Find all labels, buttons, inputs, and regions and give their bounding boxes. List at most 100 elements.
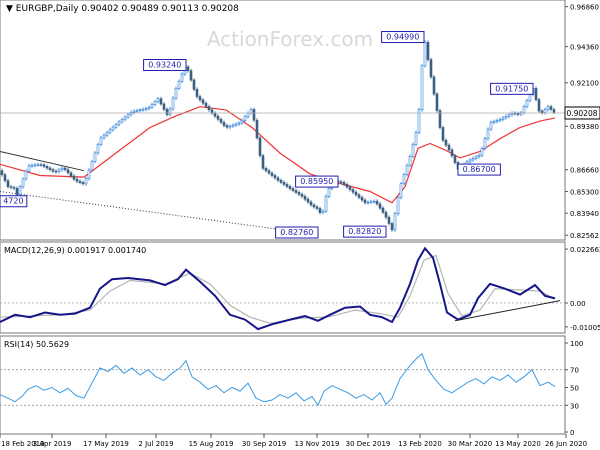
candle-body	[429, 59, 433, 78]
candle-body	[54, 170, 58, 173]
candle-body	[315, 206, 319, 209]
candle-body	[291, 188, 295, 191]
candle-body	[243, 116, 247, 121]
macd-y-axis: 0.022662 0.00 -0.010052	[564, 242, 600, 333]
candle-body	[492, 121, 496, 123]
candle-body	[405, 165, 409, 175]
candle-body	[57, 169, 61, 172]
candle-body	[39, 164, 43, 166]
rsi-header: RSI(14) 50.5629	[4, 340, 69, 349]
candle-body	[84, 178, 88, 185]
candle-body	[528, 94, 532, 101]
candle-body	[357, 194, 361, 198]
candle-body	[363, 199, 367, 203]
candle-body	[306, 198, 310, 203]
candle-body	[69, 172, 73, 177]
candle-body	[444, 140, 448, 146]
candle-body	[162, 103, 166, 110]
candle-body	[498, 119, 502, 121]
candle-body	[216, 115, 220, 120]
moving-average-line	[0, 106, 556, 204]
x-tick-label: 2 Jul 2019	[138, 440, 173, 448]
candle-body	[525, 100, 529, 107]
candle-body	[441, 127, 445, 141]
candle-body	[129, 112, 133, 116]
candle-body	[138, 109, 142, 112]
macd-main-path	[0, 246, 556, 331]
candle-body	[312, 204, 316, 208]
candle-body	[486, 128, 490, 140]
candle-body	[231, 124, 235, 127]
macd-panel: MACD(12,26,9) 0.001917 0.001740 0.022662…	[0, 241, 600, 334]
price-tick-label: 0.89380	[570, 123, 599, 131]
x-tick-label: 18 Feb 2019	[1, 440, 45, 448]
moving-average-path	[0, 106, 556, 204]
candle-body	[354, 191, 358, 196]
candle-body	[132, 110, 136, 113]
macd-signal-path	[0, 254, 556, 324]
candle-body	[375, 200, 379, 205]
rsi-path	[0, 352, 556, 407]
candle-body	[270, 172, 274, 176]
candle-body	[390, 223, 394, 231]
candle-body	[432, 76, 436, 95]
candle-body	[195, 89, 199, 97]
candle-body	[108, 129, 112, 133]
candle-body	[105, 132, 109, 136]
candle-body	[168, 108, 172, 115]
candle-body	[285, 184, 289, 187]
candle-body	[327, 188, 331, 197]
price-label-box	[0, 195, 28, 208]
candle-body	[66, 169, 70, 174]
candle-body	[102, 134, 106, 139]
rsi-tick-label: 70	[570, 367, 579, 375]
candle-body	[45, 166, 49, 169]
x-tick-label: 13 Nov 2019	[295, 440, 340, 448]
candle-body	[324, 196, 328, 212]
candle-body	[471, 158, 475, 161]
candle-body	[411, 144, 415, 157]
candle-body	[111, 126, 115, 131]
macd-tick-label: 0.00	[570, 300, 586, 308]
macd-tick-label: -0.010052	[570, 324, 600, 332]
candle-body	[387, 216, 391, 224]
candle-body	[468, 159, 472, 163]
price-tick-label: 0.96860	[570, 4, 599, 12]
candle-body	[81, 182, 85, 185]
candle-body	[237, 122, 241, 125]
ohlc-readout: 0.90402 0.90489 0.90113 0.90208	[81, 4, 239, 14]
candle-body	[198, 96, 202, 101]
x-tick-label: 26 Jun 2020	[545, 440, 587, 448]
candle-body	[483, 138, 487, 149]
candle-body	[372, 200, 376, 203]
candle-body	[90, 161, 94, 171]
candle-body	[192, 79, 196, 90]
candle-body	[339, 181, 343, 183]
candle-body	[345, 184, 349, 188]
candle-body	[18, 186, 22, 195]
candle-body	[0, 170, 4, 175]
x-tick-label: 15 Aug 2019	[189, 440, 234, 448]
candle-body	[501, 117, 505, 120]
candle-body	[366, 201, 370, 204]
candle-body	[348, 186, 352, 190]
candle-body	[249, 109, 253, 114]
price-label: 4720	[3, 197, 23, 206]
candle-body	[75, 178, 79, 182]
candle-body	[318, 208, 322, 213]
candle-body	[300, 194, 304, 197]
candle-body	[516, 113, 520, 115]
candle-body	[351, 189, 355, 193]
candle-body	[33, 164, 37, 167]
candle-body	[24, 170, 28, 180]
candle-body	[450, 149, 454, 157]
candle-body	[99, 137, 103, 145]
candle-body	[123, 116, 127, 120]
candle-body	[171, 97, 175, 110]
macd-trendline	[454, 300, 561, 322]
candle-body	[15, 188, 19, 196]
candle-body	[207, 106, 211, 111]
dropdown-triangle-icon[interactable]: ▼	[6, 4, 16, 14]
candle-body	[72, 175, 76, 180]
